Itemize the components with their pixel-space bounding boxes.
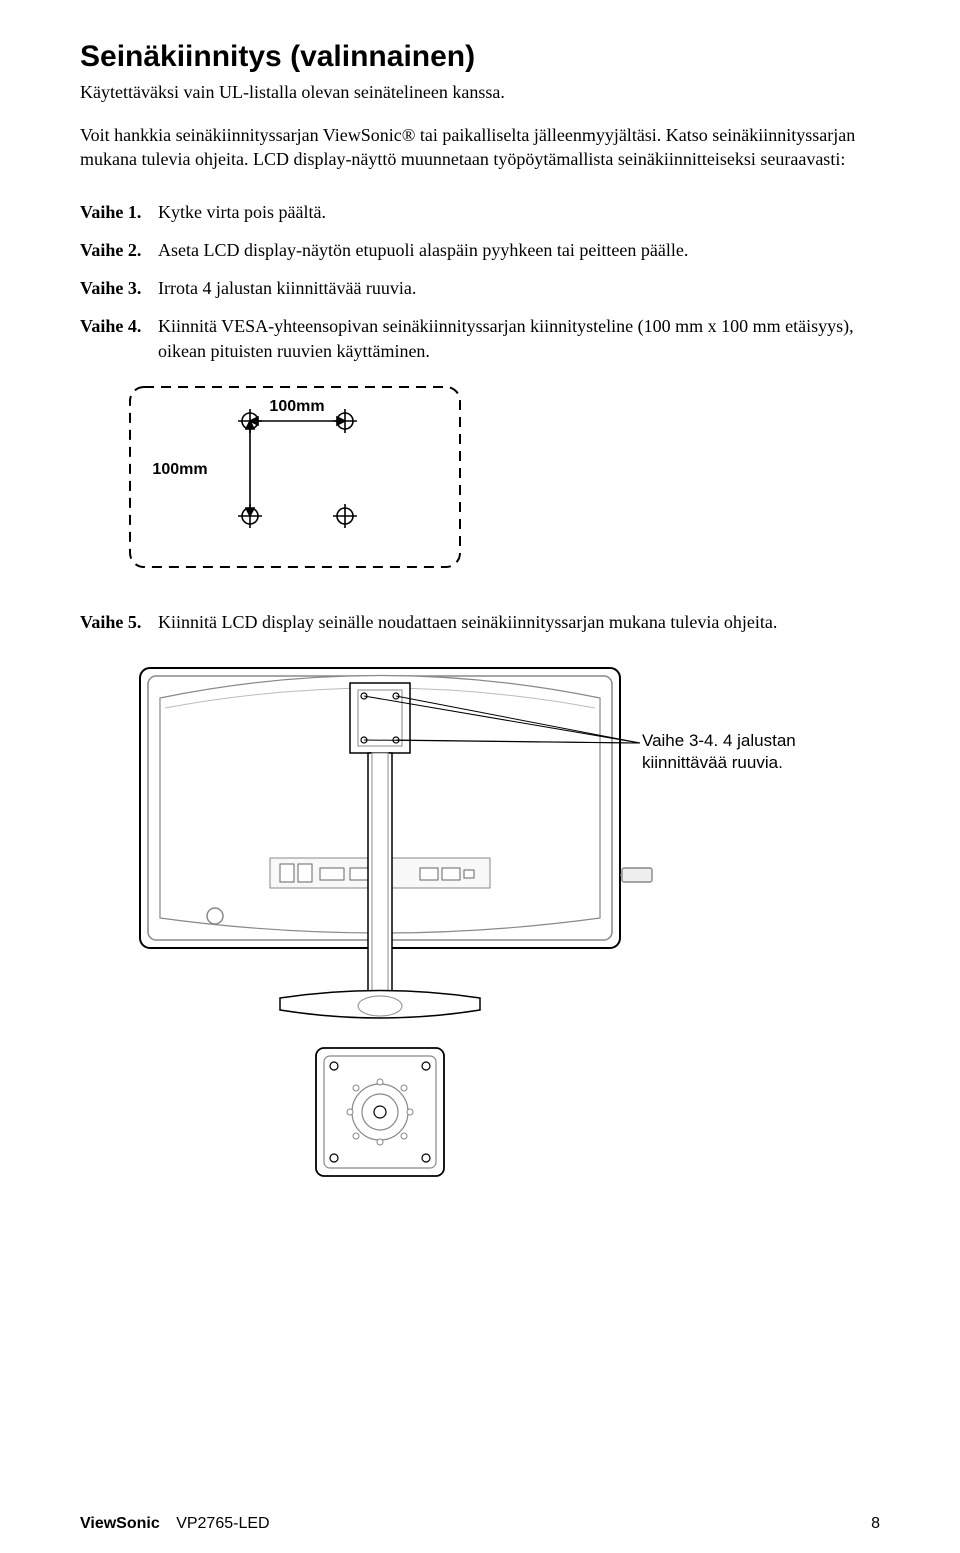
footer-page-number: 8	[871, 1515, 880, 1533]
step-3: Vaihe 3. Irrota 4 jalustan kiinnittävää …	[80, 276, 880, 300]
vesa-dim-h: 100mm	[269, 398, 324, 415]
step-4-label: Vaihe 4.	[80, 314, 158, 363]
step-2-text: Aseta LCD display-näytön etupuoli alaspä…	[158, 238, 880, 262]
step-2-label: Vaihe 2.	[80, 238, 158, 262]
monitor-back-figure: Vaihe 3-4. 4 jalustan kiinnittävää ruuvi…	[120, 648, 820, 1223]
footer-brand: ViewSonic	[80, 1515, 160, 1532]
vesa-diagram: 100mm 100mm	[120, 377, 880, 582]
step-3-text: Irrota 4 jalustan kiinnittävää ruuvia.	[158, 276, 880, 300]
step-1: Vaihe 1. Kytke virta pois päältä.	[80, 200, 880, 224]
step-3-label: Vaihe 3.	[80, 276, 158, 300]
page-title: Seinäkiinnitys (valinnainen)	[80, 40, 880, 74]
step-1-text: Kytke virta pois päältä.	[158, 200, 880, 224]
step-1-label: Vaihe 1.	[80, 200, 158, 224]
footer-model: VP2765-LED	[176, 1515, 269, 1532]
footer-left: ViewSonic VP2765-LED	[80, 1515, 270, 1533]
step-5: Vaihe 5. Kiinnitä LCD display seinälle n…	[80, 610, 880, 634]
vesa-svg: 100mm 100mm	[120, 377, 470, 577]
step-4-text: Kiinnitä VESA-yhteensopivan seinäkiinnit…	[158, 314, 880, 363]
step-5-text: Kiinnitä LCD display seinälle noudattaen…	[158, 610, 880, 634]
step-2: Vaihe 2. Aseta LCD display-näytön etupuo…	[80, 238, 880, 262]
step-4: Vaihe 4. Kiinnitä VESA-yhteensopivan sei…	[80, 314, 880, 363]
intro-line-1: Käytettäväksi vain UL-listalla olevan se…	[80, 82, 880, 103]
vesa-dim-v: 100mm	[152, 461, 207, 478]
page-footer: ViewSonic VP2765-LED 8	[80, 1515, 880, 1533]
intro-line-2: Voit hankkia seinäkiinnityssarjan ViewSo…	[80, 123, 880, 172]
screw-callout: Vaihe 3-4. 4 jalustan kiinnittävää ruuvi…	[642, 730, 822, 773]
step-5-label: Vaihe 5.	[80, 610, 158, 634]
